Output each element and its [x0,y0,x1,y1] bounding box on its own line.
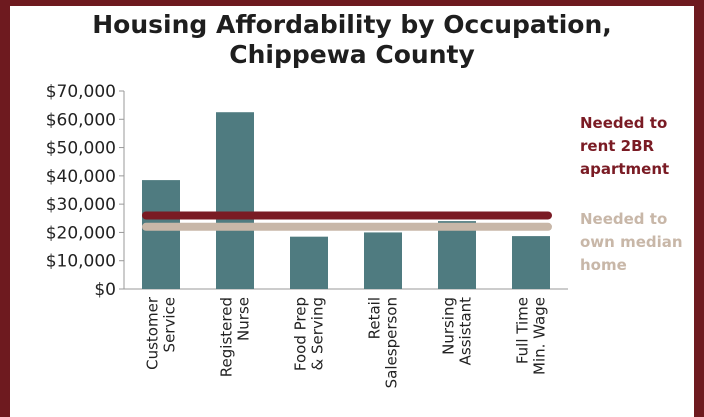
bar [512,236,550,289]
x-tick-label-line: Assistant [457,297,475,365]
bar [290,236,328,289]
x-tick-label-line: Service [161,297,179,352]
chart-title-line-2: Chippewa County [229,40,475,69]
y-tick-label: $30,000 [46,195,116,215]
x-tick-label-line: Nurse [235,297,253,341]
reference-line-label: Needed to [580,114,667,132]
x-tick-label: Retail Salesperson [366,297,401,388]
x-tick-label: Customer Service [144,296,179,370]
x-tick-label-line: Salesperson [383,297,401,388]
y-tick-label: $60,000 [46,110,116,130]
bar [364,232,402,289]
reference-line-label: Needed to [580,210,667,228]
x-tick-label-line: Nursing [440,297,458,355]
y-tick-label: $40,000 [46,167,116,187]
y-tick-label: $20,000 [46,223,116,243]
bar [142,180,180,289]
chart-title-line-1: Housing Affordability by Occupation, [92,10,612,39]
y-tick-label: $70,000 [46,82,116,102]
x-tick-label: Food Prep & Serving [292,297,327,371]
chart-title: Housing Affordability by Occupation, Chi… [0,10,704,70]
x-tick-label-line: Retail [366,297,384,339]
x-tick-label: Registered Nurse [218,297,253,377]
x-tick-label-line: Food Prep [292,297,310,371]
x-tick-label: Full Time Min. Wage [514,297,549,375]
y-tick-label: $10,000 [46,252,116,272]
x-tick-label: Nursing Assistant [440,297,475,365]
y-tick-label: $50,000 [46,139,116,159]
y-tick-label: $0 [94,280,116,300]
reference-line-label: rent 2BR [580,137,655,155]
x-tick-label-line: Registered [218,297,236,377]
reference-line-label: own median [580,233,683,251]
x-tick-label-line: & Serving [309,297,327,370]
reference-line-label: apartment [580,160,669,178]
bar [216,112,254,289]
reference-line-label: home [580,256,627,274]
x-tick-label-line: Full Time [514,297,532,364]
bar [438,221,476,289]
x-tick-label-line: Min. Wage [531,297,549,375]
x-tick-label-line: Customer [144,296,162,370]
